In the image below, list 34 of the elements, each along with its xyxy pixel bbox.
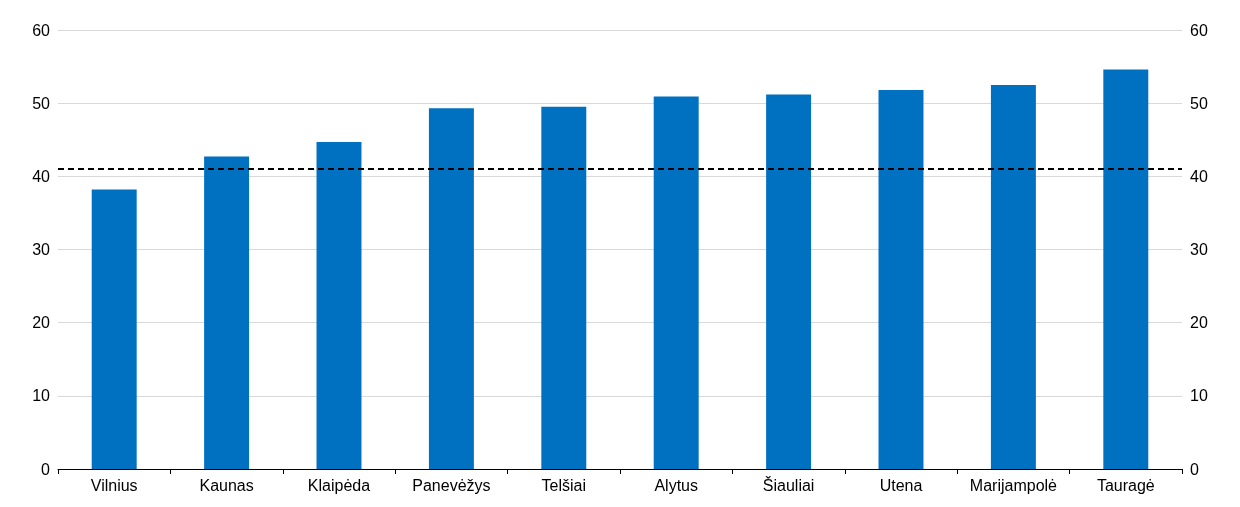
y2-tick-label: 10 bbox=[1190, 387, 1208, 405]
y2-tick-label: 50 bbox=[1190, 94, 1208, 112]
x-tick-label: Klaipėda bbox=[307, 476, 371, 494]
y-tick-label: 0 bbox=[41, 460, 51, 478]
x-tick-label: Tauragė bbox=[1096, 476, 1155, 494]
bar bbox=[653, 96, 699, 469]
y2-tick-label: 40 bbox=[1190, 167, 1208, 185]
y2-tick-label: 60 bbox=[1190, 21, 1208, 39]
y-tick-label: 50 bbox=[32, 94, 51, 112]
bar bbox=[541, 106, 587, 469]
bar bbox=[878, 90, 924, 469]
x-tick-label: Vilnius bbox=[90, 476, 138, 494]
x-tick-label: Šiauliai bbox=[762, 475, 815, 494]
y2-tick-label: 0 bbox=[1190, 460, 1199, 478]
bar bbox=[91, 189, 137, 469]
x-tick-label: Marijampolė bbox=[969, 476, 1058, 494]
y-tick-label: 20 bbox=[32, 314, 51, 332]
bar bbox=[204, 156, 250, 469]
y2-tick-label: 20 bbox=[1190, 314, 1208, 332]
bar bbox=[990, 84, 1036, 469]
x-tick-label: Alytus bbox=[654, 476, 698, 494]
bar bbox=[1103, 69, 1149, 469]
y2-tick-label: 30 bbox=[1190, 241, 1208, 258]
bar bbox=[316, 141, 362, 469]
x-tick-label: Telšiai bbox=[541, 476, 587, 494]
y-tick-label: 30 bbox=[32, 241, 51, 258]
y-tick-label: 40 bbox=[32, 167, 51, 185]
x-tick-label: Utena bbox=[879, 476, 923, 494]
x-tick-label: Panevėžys bbox=[412, 476, 491, 494]
x-tick-label: Kaunas bbox=[199, 476, 254, 494]
y-tick-label: 10 bbox=[32, 387, 51, 405]
bar bbox=[428, 108, 474, 469]
bar bbox=[766, 94, 812, 469]
y-tick-label: 60 bbox=[32, 21, 51, 39]
